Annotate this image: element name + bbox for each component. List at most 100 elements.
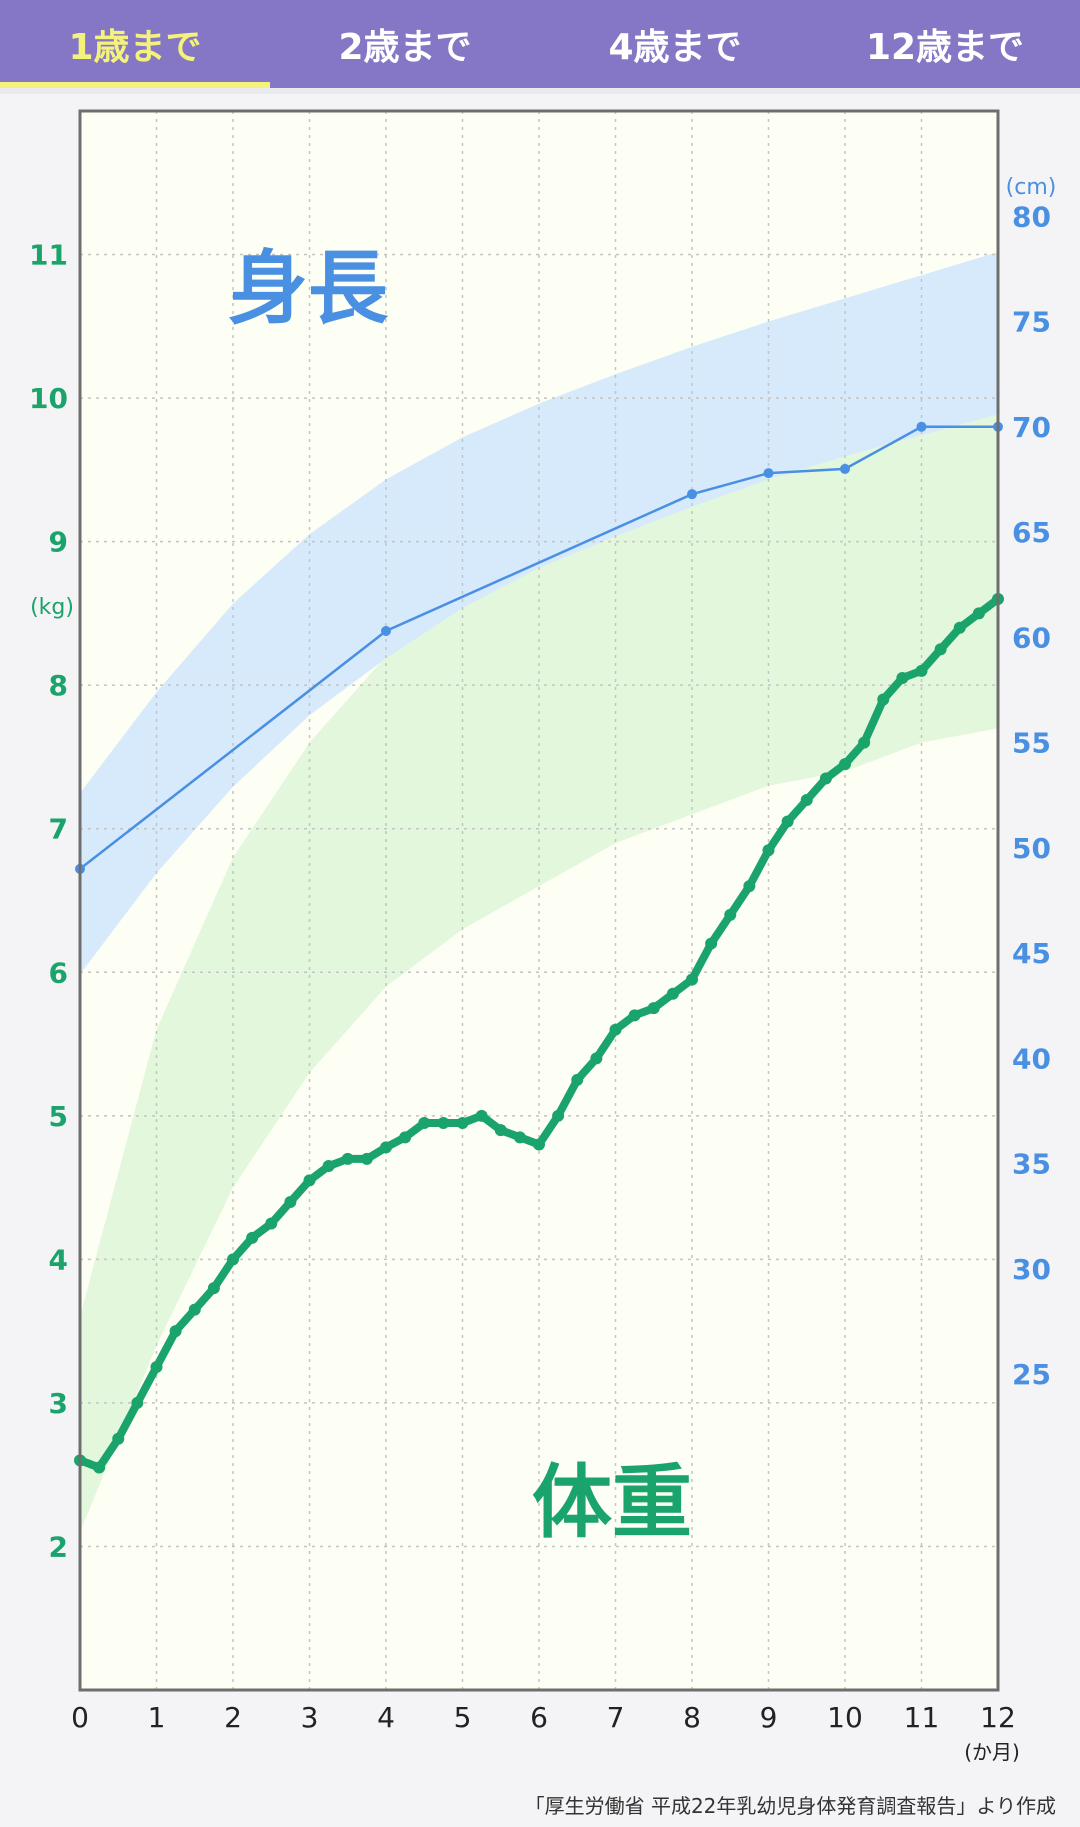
x-tick-label: 2 xyxy=(224,1701,242,1734)
x-tick-label: 5 xyxy=(454,1701,472,1734)
y-left-tick-label: 8 xyxy=(49,669,68,702)
weight-point xyxy=(265,1217,278,1230)
x-tick-label: 6 xyxy=(530,1701,548,1734)
y-right-tick-label: 35 xyxy=(1012,1148,1051,1181)
weight-point xyxy=(456,1116,469,1129)
weight-point xyxy=(896,672,909,685)
tab-bar: 1歳まで 2歳まで 4歳まで 12歳まで xyxy=(0,0,1080,88)
weight-point xyxy=(915,664,928,677)
weight-point xyxy=(475,1109,488,1122)
height-point xyxy=(381,626,391,637)
weight-point xyxy=(207,1282,220,1295)
weight-point xyxy=(341,1152,354,1165)
weight-point xyxy=(169,1325,182,1338)
x-tick-label: 4 xyxy=(377,1701,395,1734)
weight-point xyxy=(437,1116,450,1129)
weight-point xyxy=(494,1124,507,1137)
weight-point xyxy=(246,1231,259,1244)
weight-point xyxy=(705,937,718,950)
weight-point xyxy=(762,844,775,857)
weight-point xyxy=(724,908,737,921)
y-left-unit: (kg) xyxy=(30,595,74,620)
x-axis-unit: (か月) xyxy=(964,1740,1020,1764)
y-left-tick-label: 11 xyxy=(29,239,68,272)
y-right-tick-label: 70 xyxy=(1012,411,1051,444)
tab-4-years[interactable]: 4歳まで xyxy=(608,27,742,68)
height-point xyxy=(687,489,697,500)
y-right-tick-label: 30 xyxy=(1012,1253,1051,1286)
weight-point xyxy=(150,1361,163,1374)
y-left-tick-label: 4 xyxy=(49,1243,68,1276)
weight-point xyxy=(131,1396,144,1409)
weight-point xyxy=(227,1253,239,1266)
x-tick-label: 3 xyxy=(301,1701,319,1734)
weight-point xyxy=(533,1138,545,1151)
height-point xyxy=(840,463,850,474)
plot-frame xyxy=(78,109,1000,1692)
weight-point xyxy=(303,1174,316,1187)
y-left-tick-label: 10 xyxy=(29,382,68,415)
y-right-tick-label: 65 xyxy=(1012,516,1051,549)
weight-point xyxy=(360,1152,373,1165)
y-right-tick-label: 25 xyxy=(1012,1358,1051,1391)
weight-point xyxy=(781,815,794,828)
weight-point xyxy=(628,1009,641,1022)
weight-point xyxy=(858,736,871,749)
weight-point xyxy=(571,1073,584,1086)
tab-2-years[interactable]: 2歳まで xyxy=(338,27,472,68)
x-tick-label: 10 xyxy=(827,1701,863,1734)
weight-point xyxy=(934,643,947,656)
weight-point xyxy=(112,1432,125,1445)
x-tick-label: 0 xyxy=(71,1701,89,1734)
tab-1-year[interactable]: 1歳まで xyxy=(0,0,270,88)
weight-point xyxy=(647,1002,660,1015)
y-right-tick-label: 45 xyxy=(1012,937,1051,970)
weight-point xyxy=(513,1131,526,1144)
x-tick-label: 1 xyxy=(148,1701,166,1734)
x-tick-label: 7 xyxy=(607,1701,625,1734)
y-left-tick-label: 3 xyxy=(49,1387,68,1420)
y-right-tick-label: 40 xyxy=(1012,1042,1051,1075)
y-left-tick-label: 6 xyxy=(49,956,68,989)
weight-series-label: 体重 xyxy=(532,1456,692,1549)
weight-point xyxy=(743,880,756,893)
weight-point xyxy=(666,987,679,1000)
weight-point xyxy=(399,1131,412,1144)
y-right-tick-label: 55 xyxy=(1012,727,1051,760)
weight-point xyxy=(686,973,698,986)
weight-point xyxy=(93,1461,106,1474)
x-tick-label: 12 xyxy=(980,1701,1016,1734)
y-left-tick-label: 7 xyxy=(49,813,68,846)
weight-point xyxy=(552,1109,565,1122)
weight-point xyxy=(839,758,851,771)
weight-point xyxy=(877,693,890,706)
y-left-tick-label: 2 xyxy=(49,1530,68,1563)
y-left-tick-label: 5 xyxy=(49,1100,68,1133)
y-right-tick-label: 80 xyxy=(1012,200,1051,233)
height-series-label: 身長 xyxy=(228,242,389,335)
weight-point xyxy=(284,1195,297,1208)
y-right-unit: (cm) xyxy=(1006,175,1057,200)
x-tick-label: 9 xyxy=(760,1701,778,1734)
weight-point xyxy=(953,621,966,634)
tab-12-years[interactable]: 12歳まで xyxy=(865,27,1025,68)
x-tick-label: 8 xyxy=(683,1701,701,1734)
weight-point xyxy=(819,772,832,785)
weight-point xyxy=(322,1160,335,1173)
weight-point xyxy=(418,1116,431,1129)
tab-divider xyxy=(0,88,1080,94)
weight-point xyxy=(972,607,985,620)
weight-point xyxy=(380,1141,392,1154)
x-tick-label: 11 xyxy=(904,1701,940,1734)
weight-point xyxy=(800,794,813,807)
height-point xyxy=(916,421,927,432)
y-right-tick-label: 75 xyxy=(1012,306,1051,339)
y-right-tick-label: 60 xyxy=(1012,621,1051,654)
weight-point xyxy=(609,1023,622,1036)
y-left-tick-label: 9 xyxy=(49,526,68,559)
y-right-tick-label: 50 xyxy=(1012,832,1051,865)
height-point xyxy=(763,468,774,479)
weight-point xyxy=(188,1303,201,1316)
source-note: 「厚生労働省 平成22年乳幼児身体発育調査報告」より作成 xyxy=(524,1794,1056,1818)
